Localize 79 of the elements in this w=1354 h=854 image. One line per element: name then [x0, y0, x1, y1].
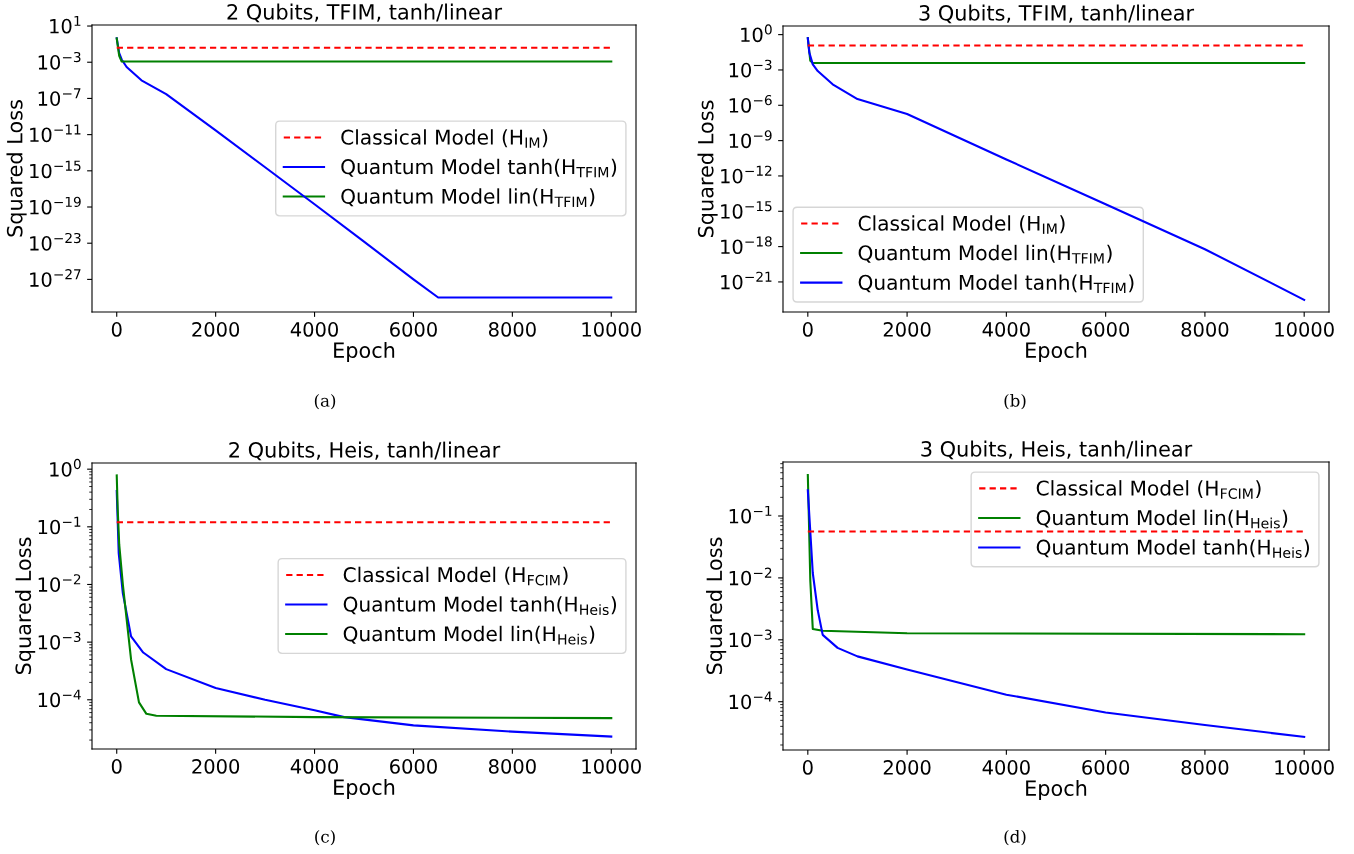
legend-label: Quantum Model tanh(H$_{Heis}$) [1036, 539, 1310, 559]
x-tick-label: 4000 [982, 322, 1030, 337]
x-axis-title: Epoch [334, 341, 395, 363]
legend-label: Quantum Model lin(H$_{TFIM}$) [341, 188, 595, 207]
x-tick-label: 8000 [488, 322, 536, 337]
y-tick-label: 10$^{−3}$ [38, 51, 81, 70]
y-axis-title: Squared Loss [706, 537, 727, 675]
y-tick-label: 10$^{−2}$ [38, 574, 81, 592]
legend-label: Quantum Model tanh(H$_{Heis}$) [343, 596, 617, 616]
y-axis-title: Squared Loss [6, 100, 27, 237]
x-tick-label: 8000 [1181, 322, 1229, 337]
y-tick-label: 10$^{0}$ [741, 24, 772, 43]
line-series [806, 473, 1306, 636]
x-tick-label: 8000 [488, 759, 536, 774]
text: (a) [314, 393, 336, 410]
line-series [806, 37, 1306, 301]
chart-title: 2 Qubits, TFIM, tanh/linear [227, 3, 503, 23]
x-tick-label: 0 [111, 322, 122, 337]
legend-label: Quantum Model tanh(H$_{TFIM}$) [858, 274, 1134, 293]
text: (c) [315, 829, 335, 846]
x-tick-label: 10000 [582, 759, 641, 774]
y-tick-label: 10$^{−19}$ [30, 196, 81, 215]
x-tick-label: 4000 [982, 760, 1030, 775]
x-tick-label: 10000 [1275, 760, 1334, 775]
x-tick-label: 0 [802, 760, 813, 775]
x-tick-label: 0 [111, 759, 122, 774]
y-tick-label: 10$^{−23}$ [30, 232, 81, 251]
y-tick-label: 10$^{−3}$ [729, 59, 772, 78]
y-tick-label: 10$^{−1}$ [38, 516, 81, 535]
x-tick-label: 6000 [1082, 760, 1130, 775]
y-tick-label: 10$^{−1}$ [729, 505, 772, 524]
chart-title: 2 Qubits, Heis, tanh/linear [229, 441, 501, 461]
legend-label: Classical Model (H$_{IM}$) [341, 129, 548, 148]
x-tick-label: 6000 [1082, 322, 1130, 337]
x-tick-label: 10000 [1275, 322, 1334, 337]
y-tick-label: 10$^{1}$ [50, 15, 81, 34]
x-tick-label: 0 [802, 322, 813, 337]
y-tick-label: 10$^{−21}$ [721, 271, 772, 290]
y-axis-title: Squared Loss [15, 537, 36, 675]
x-tick-label: 4000 [290, 322, 338, 337]
y-tick-label: 10$^{−12}$ [721, 165, 772, 184]
y-tick-label: 10$^{−9}$ [729, 130, 772, 149]
x-tick-label: 2000 [883, 760, 931, 775]
y-tick-label: 10$^{−18}$ [721, 236, 772, 255]
legend-label: Quantum Model lin(H$_{TFIM}$) [858, 244, 1112, 264]
y-tick-label: 10$^{−4}$ [38, 689, 81, 708]
x-tick-label: 10000 [582, 322, 641, 337]
x-tick-label: 2000 [883, 322, 931, 337]
y-tick-label: 10$^{−3}$ [729, 629, 772, 648]
x-tick-label: 6000 [390, 322, 437, 337]
x-axis-title: Epoch [334, 778, 395, 800]
x-tick-label: 6000 [390, 759, 437, 774]
x-tick-label: 2000 [192, 759, 240, 774]
y-tick-label: 10$^{−15}$ [30, 160, 81, 179]
legend-label: Classical Model (H$_{IM}$) [858, 215, 1065, 234]
chart-title: 3 Qubits, Heis, tanh/linear [921, 440, 1193, 460]
x-axis-title: Epoch [1026, 341, 1087, 363]
x-tick-label: 2000 [192, 322, 240, 337]
y-tick-label: 10$^{−6}$ [729, 94, 772, 113]
y-tick-label: 10$^{0}$ [50, 458, 81, 477]
y-tick-label: 10$^{−27}$ [30, 269, 81, 287]
y-axis-title: Squared Loss [697, 100, 718, 238]
legend-label: Classical Model (H$_{FCIM}$) [1036, 480, 1261, 499]
x-axis-title: Epoch [1026, 779, 1087, 801]
chart-title: 3 Qubits, TFIM, tanh/linear [919, 4, 1195, 24]
y-tick-label: 10$^{−4}$ [729, 691, 772, 710]
text: (d) [1004, 829, 1026, 846]
legend-label: Quantum Model lin(H$_{Heis}$) [1036, 509, 1288, 529]
x-tick-label: 8000 [1181, 760, 1229, 775]
legend-label: Quantum Model tanh(H$_{TFIM}$) [341, 158, 617, 178]
legend-label: Quantum Model lin(H$_{Heis}$) [343, 625, 595, 645]
y-tick-label: 10$^{−7}$ [38, 88, 81, 106]
y-tick-label: 10$^{−3}$ [38, 631, 81, 650]
x-tick-label: 4000 [290, 759, 338, 774]
y-tick-label: 10$^{−11}$ [30, 124, 81, 143]
y-tick-label: 10$^{−2}$ [729, 567, 772, 586]
legend-label: Classical Model (H$_{FCIM}$) [343, 566, 568, 586]
y-tick-label: 10$^{−15}$ [721, 201, 772, 219]
text: (b) [1004, 393, 1026, 410]
